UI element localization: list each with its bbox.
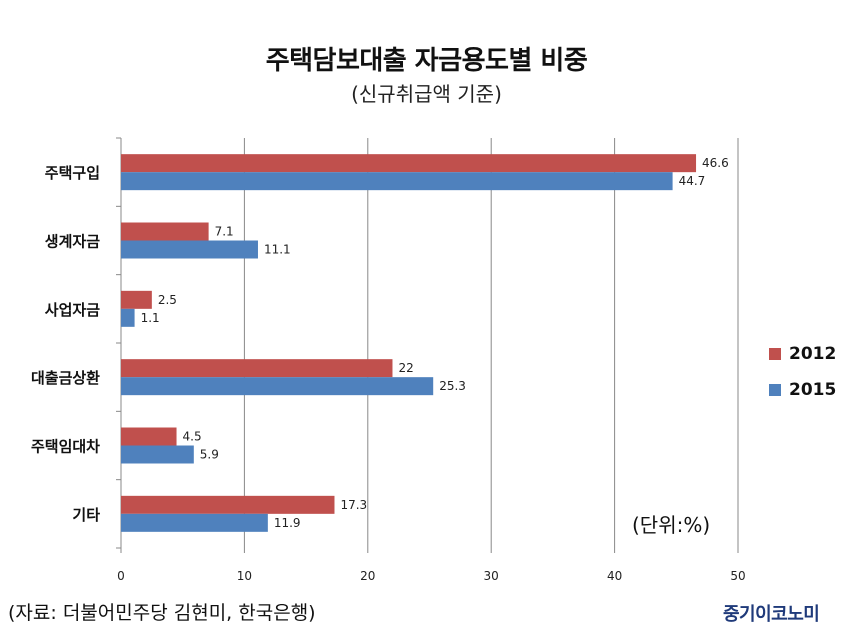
chart-subtitle: (신규취급액 기준)	[351, 82, 502, 106]
data-label: 46.6	[702, 156, 729, 170]
legend-label-2012: 2012	[789, 344, 837, 364]
bar-2012	[121, 290, 152, 309]
data-label: 4.5	[183, 430, 202, 444]
legend-label-2015: 2015	[789, 380, 837, 400]
category-label: 기타	[72, 506, 100, 524]
category-label: 주택임대차	[31, 438, 100, 456]
bar-2012	[121, 359, 393, 378]
bar-2015	[121, 445, 194, 464]
legend-item-2012: 2012	[769, 336, 836, 372]
bar-2015	[121, 172, 673, 191]
category-label: 대출금상환	[31, 369, 100, 387]
data-label: 44.7	[679, 174, 706, 188]
bar-2012	[121, 154, 697, 173]
bar-2012	[121, 495, 335, 514]
legend-item-2015: 2015	[769, 372, 836, 408]
category-label: 사업자금	[45, 301, 100, 319]
data-label: 5.9	[200, 448, 219, 462]
data-label: 22	[398, 361, 413, 375]
category-label: 생계자금	[45, 233, 100, 251]
legend-swatch-2012	[769, 348, 781, 360]
unit-label: (단위:%)	[632, 513, 711, 537]
data-label: 11.9	[274, 516, 301, 530]
data-label: 11.1	[264, 243, 291, 257]
bar-2012	[121, 222, 209, 241]
x-tick-label: 20	[360, 569, 375, 583]
data-label: 25.3	[439, 379, 466, 393]
x-tick-label: 50	[730, 569, 745, 583]
bar-2015	[121, 377, 434, 396]
x-tick-label: 0	[117, 569, 125, 583]
x-tick-label: 30	[484, 569, 499, 583]
publisher-logo: 중기이코노미	[723, 604, 820, 625]
data-label: 2.5	[158, 293, 177, 307]
bar-2015	[121, 513, 268, 532]
chart-title: 주택담보대출 자금용도별 비중	[265, 46, 588, 76]
data-label: 1.1	[141, 311, 160, 325]
legend: 2012 2015	[769, 336, 836, 408]
x-tick-label: 10	[237, 569, 252, 583]
x-tick-label: 40	[607, 569, 622, 583]
data-label: 17.3	[340, 498, 367, 512]
legend-swatch-2015	[769, 384, 781, 396]
bar-2015	[121, 308, 135, 327]
bar-2015	[121, 240, 258, 259]
source-note: (자료: 더불어민주당 김현미, 한국은행)	[8, 602, 316, 624]
bar-2012	[121, 427, 177, 446]
data-label: 7.1	[215, 225, 234, 239]
category-label: 주택구입	[45, 164, 100, 182]
